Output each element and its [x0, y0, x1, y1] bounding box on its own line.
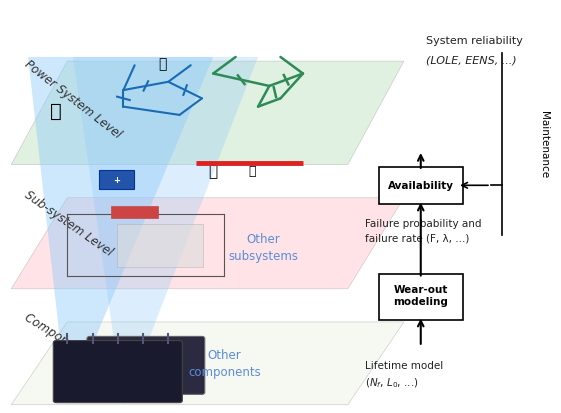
- Text: Power System Level: Power System Level: [22, 57, 124, 141]
- Text: 🔋: 🔋: [249, 165, 256, 178]
- Text: System reliability: System reliability: [426, 36, 523, 46]
- Text: Lifetime model: Lifetime model: [365, 361, 443, 370]
- Text: Other
subsystems: Other subsystems: [229, 233, 298, 263]
- Polygon shape: [11, 198, 404, 289]
- Text: Failure probability and: Failure probability and: [365, 218, 481, 228]
- Text: Other
components: Other components: [188, 349, 261, 378]
- Text: (LOLE, EENS, ...): (LOLE, EENS, ...): [426, 55, 517, 65]
- Text: ($N_f$, $L_0$, ...): ($N_f$, $L_0$, ...): [365, 375, 418, 389]
- FancyBboxPatch shape: [87, 337, 205, 394]
- Polygon shape: [11, 322, 404, 405]
- FancyBboxPatch shape: [117, 224, 203, 267]
- Text: failure rate (F, λ, ...): failure rate (F, λ, ...): [365, 233, 469, 242]
- Text: Wear-out
modeling: Wear-out modeling: [393, 284, 448, 306]
- Text: Component Level: Component Level: [22, 310, 117, 376]
- Polygon shape: [73, 58, 258, 405]
- FancyBboxPatch shape: [53, 341, 182, 403]
- FancyBboxPatch shape: [99, 170, 134, 189]
- Text: 🏠: 🏠: [209, 164, 218, 179]
- Text: 🌬️: 🌬️: [50, 102, 62, 121]
- Polygon shape: [28, 58, 213, 405]
- Text: Availability: Availability: [388, 181, 454, 191]
- Text: Sub-system Level: Sub-system Level: [22, 188, 116, 258]
- FancyBboxPatch shape: [379, 167, 463, 204]
- Polygon shape: [11, 62, 404, 165]
- FancyBboxPatch shape: [379, 275, 463, 320]
- Text: +: +: [113, 175, 120, 184]
- Text: 🏭: 🏭: [159, 57, 167, 71]
- Text: Maintenance: Maintenance: [539, 111, 549, 178]
- FancyBboxPatch shape: [111, 207, 158, 218]
